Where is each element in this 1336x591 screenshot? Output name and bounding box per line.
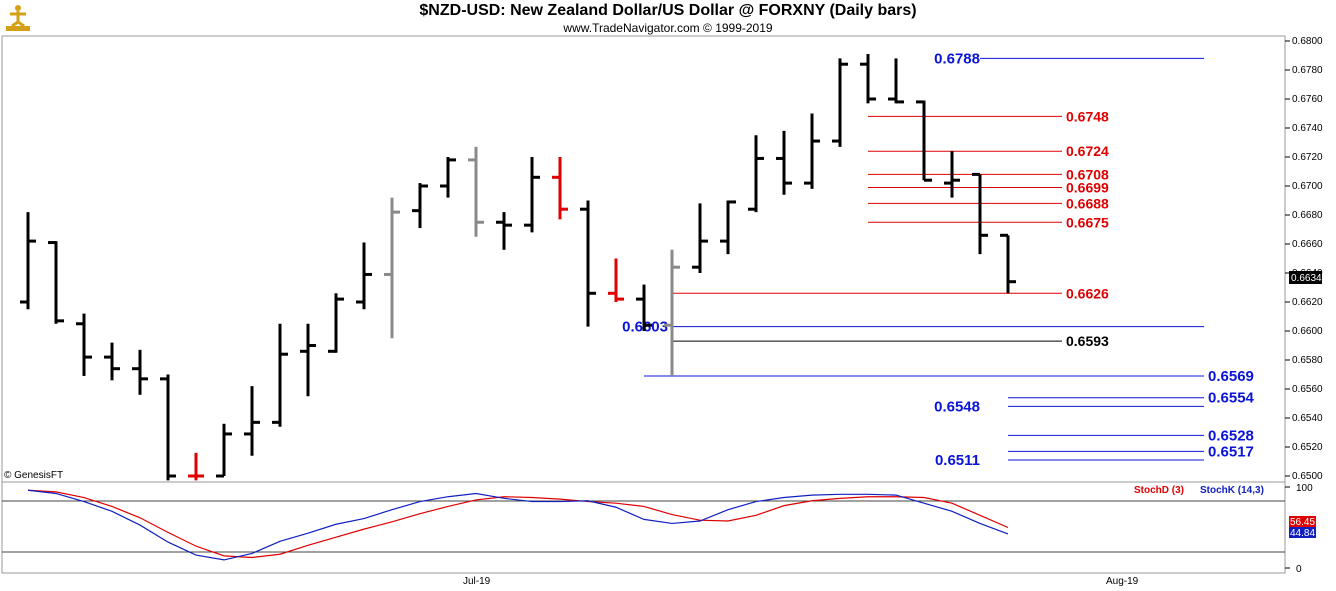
last-price-label: 0.6634 (1291, 273, 1322, 284)
price-tick-label: 0.6560 (1292, 384, 1323, 395)
price-tick-label: 0.6600 (1292, 326, 1323, 337)
price-tick-label: 0.6720 (1292, 152, 1323, 163)
price-bar (692, 203, 708, 273)
price-bar (440, 157, 456, 198)
price-bar (300, 323, 316, 397)
price-bar (356, 242, 372, 310)
level-label: 0.6593 (1066, 333, 1109, 349)
stochd-last-value: 56.45 (1290, 517, 1315, 528)
price-bar (748, 135, 764, 213)
price-panel-frame (1, 35, 1286, 483)
level-label: 0.6788 (934, 50, 980, 67)
level-label: 0.6569 (1208, 368, 1254, 385)
gold-figure-logo-icon (6, 5, 30, 31)
price-bar (496, 212, 512, 250)
price-tick-label: 0.6740 (1292, 123, 1323, 134)
stochk-last-box (1289, 527, 1316, 538)
price-tick-label: 0.6540 (1292, 413, 1323, 424)
stochk-line (27, 489, 1009, 561)
price-bar (636, 284, 652, 331)
price-bar (860, 54, 876, 104)
stoch-tick-label: 0 (1296, 564, 1302, 575)
price-bar (804, 113, 820, 189)
level-label: 0.6688 (1066, 195, 1109, 211)
price-bar (524, 157, 540, 233)
price-bars (20, 54, 1016, 481)
price-bar (608, 258, 624, 302)
legend-stochd: StochD (3) (1134, 485, 1184, 496)
price-bar (216, 423, 232, 478)
price-bar (188, 452, 204, 481)
price-tick-label: 0.6660 (1292, 239, 1323, 250)
price-bar (1000, 233, 1016, 294)
level-label: 0.6708 (1066, 166, 1109, 182)
date-axis: Jul-19 Aug-19 (463, 576, 1139, 587)
price-bar (888, 58, 904, 104)
stochd-line (27, 489, 1009, 559)
price-bar (76, 313, 92, 376)
price-bar (160, 374, 176, 481)
stoch-axis: 100 0 (1285, 483, 1313, 575)
last-price-tag: 0.6634 (1289, 271, 1322, 284)
level-label: 0.6528 (1208, 427, 1254, 444)
price-bar (104, 342, 120, 381)
price-bar (244, 386, 260, 456)
level-label: 0.6548 (934, 398, 980, 415)
price-bar (468, 146, 484, 237)
price-bar (776, 130, 792, 195)
level-label: 0.6517 (1208, 443, 1254, 460)
price-bar (48, 241, 64, 324)
stoch-panel-frame (1, 481, 1286, 574)
chart-header: $NZD-USD: New Zealand Dollar/US Dollar @… (0, 0, 1336, 35)
date-label-jul: Jul-19 (463, 576, 491, 587)
price-bar (720, 200, 736, 255)
level-label: 0.6748 (1066, 108, 1109, 124)
chart-title: $NZD-USD: New Zealand Dollar/US Dollar @… (419, 2, 917, 19)
price-tick-label: 0.6800 (1292, 36, 1323, 47)
price-tick-label: 0.6620 (1292, 297, 1323, 308)
price-bar (328, 293, 344, 353)
price-bar (972, 172, 988, 255)
level-label: 0.6675 (1066, 214, 1109, 230)
price-bar (832, 58, 848, 147)
price-tick-label: 0.6700 (1292, 181, 1323, 192)
price-bar (272, 323, 288, 427)
chart-subtitle: www.TradeNavigator.com © 1999-2019 (563, 21, 773, 35)
stochd-last-box (1289, 516, 1316, 527)
price-bar (916, 100, 932, 182)
stoch-panel: 100 0 StochD (3) StochK (14,3) 56.45 44.8… (1, 481, 1316, 575)
stochk-last-value: 44.84 (1290, 528, 1315, 539)
level-label: 0.6724 (1066, 143, 1109, 159)
stoch-tick-label: 100 (1296, 483, 1313, 494)
legend-stochk: StochK (14,3) (1200, 485, 1264, 496)
watermark: © GenesisFT (4, 470, 63, 481)
price-bar (552, 157, 568, 220)
price-tick-label: 0.6760 (1292, 94, 1323, 105)
date-label-aug: Aug-19 (1106, 576, 1139, 587)
stoch-lines (27, 489, 1009, 561)
price-bar (412, 183, 428, 229)
last-price-box (1289, 271, 1322, 284)
price-tick-label: 0.6500 (1292, 471, 1323, 482)
price-tick-label: 0.6580 (1292, 355, 1323, 366)
price-tick-label: 0.6780 (1292, 65, 1323, 76)
level-label: 0.6511 (935, 452, 980, 469)
price-bar (944, 151, 960, 198)
price-tick-label: 0.6520 (1292, 442, 1323, 453)
level-label: 0.6554 (1208, 390, 1255, 407)
price-bar (132, 349, 148, 395)
level-label: 0.6699 (1066, 179, 1109, 195)
price-panel: 0.6800 0.6780 0.6760 0.6740 0.6720 0.6700 0.66… (1, 35, 1323, 483)
price-tick-label: 0.6680 (1292, 210, 1323, 221)
price-bar (384, 197, 400, 339)
price-bar (664, 249, 680, 376)
level-label: 0.6626 (1066, 285, 1109, 301)
price-axis: 0.6800 0.6780 0.6760 0.6740 0.6720 0.6700 0.66… (1285, 36, 1323, 482)
price-bar (20, 212, 36, 310)
price-bar (580, 200, 596, 327)
